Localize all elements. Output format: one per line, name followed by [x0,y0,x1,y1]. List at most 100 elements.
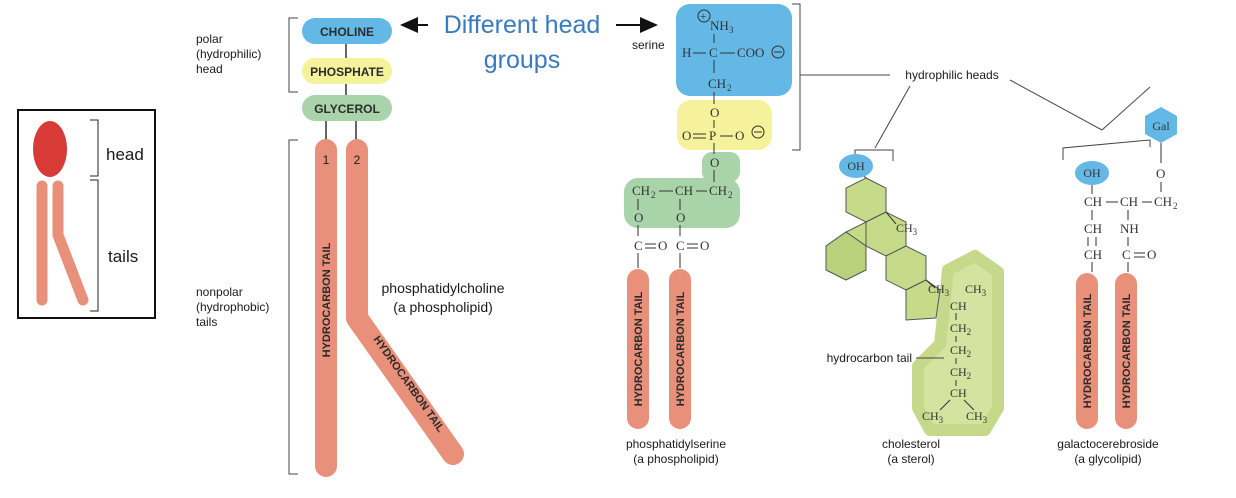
svg-text:C: C [709,45,718,60]
pc-tail-1-label: HYDROCARBON TAIL [321,242,333,357]
svg-text:CH: CH [950,299,967,313]
svg-text:CH2: CH2 [950,343,971,359]
svg-text:CH: CH [1120,194,1138,209]
gal-hexagon [1145,107,1177,143]
different-head-groups-callout: Different head groups [400,11,658,74]
gal-oh: OH [1083,166,1101,180]
head-label: head [106,145,144,164]
gal-name: galactocerebroside [1057,437,1159,451]
svg-text:COO: COO [737,45,764,60]
svg-text:P: P [709,128,716,143]
svg-text:CH: CH [1154,194,1172,209]
svg-text:CH3: CH3 [928,282,950,298]
phosphate-pill [302,58,392,84]
svg-text:CH3: CH3 [966,409,988,425]
glycerol-label: GLYCEROL [314,102,380,116]
tails-label: tails [108,247,138,266]
phosphatidylserine-diagram: serine + NH 3 H C COO CH 2 O O P [624,4,792,466]
svg-text:CH2: CH2 [950,321,971,337]
glycerol-pill [302,95,392,121]
gal-tail-2-label: HYDROCARBON TAIL [1121,293,1133,408]
polar-head-label: polar (hydrophilic) head [196,32,265,76]
svg-text:+: + [700,11,706,23]
svg-text:CH2: CH2 [950,365,971,381]
svg-text:3: 3 [729,25,734,35]
svg-text:CH: CH [950,386,967,400]
svg-text:CH3: CH3 [896,221,918,237]
choline-label: CHOLINE [320,25,374,39]
phosphate-label: PHOSPHATE [310,65,384,79]
svg-text:CH: CH [632,183,650,198]
svg-text:CH: CH [1084,247,1102,262]
gal-subname: (a glycolipid) [1074,452,1141,466]
chol-subname: (a sterol) [887,452,934,466]
svg-text:C: C [634,238,643,253]
callout-line-1: Different head [444,11,601,39]
chol-tail-formula: CH3 CH3 CH CH2 CH2 CH2 CH CH3 CH3 [922,282,988,425]
svg-text:O: O [710,155,719,170]
tail-number-2: 2 [354,153,361,167]
svg-text:2: 2 [651,190,656,200]
ps-name: phosphatidylserine [626,437,726,451]
svg-text:CH3: CH3 [965,282,987,298]
gal-label: Gal [1152,119,1170,133]
pc-tail-2 [346,139,464,465]
svg-text:NH: NH [710,18,729,33]
head-bracket [90,119,99,177]
polar-bracket [288,17,298,93]
svg-text:CH: CH [708,76,726,91]
cholesterol-diagram: OH CH3 CH3 CH3 CH CH2 CH2 CH2 CH CH3 CH3… [825,154,1004,466]
serine-label: serine [632,38,665,52]
chol-tail-region [912,250,1004,436]
cartoon-head [33,121,67,177]
svg-text:O: O [1147,247,1156,262]
pc-name: phosphatidylcholine [382,280,505,296]
svg-text:O: O [700,238,709,253]
hydrophilic-heads-label: hydrophilic heads [905,68,998,82]
svg-text:H: H [682,45,691,60]
tails-bracket [90,179,99,312]
svg-text:O: O [634,210,643,225]
svg-text:CH: CH [1084,194,1102,209]
svg-text:O: O [676,210,685,225]
svg-text:O: O [658,238,667,253]
lipid-cartoon: head tails [17,109,156,319]
tail-number-1: 1 [323,153,330,167]
svg-text:O: O [735,128,744,143]
svg-text:CH3: CH3 [922,409,944,425]
svg-text:C: C [1122,247,1131,262]
svg-text:O: O [1156,166,1165,181]
phosphatidylcholine-diagram: polar (hydrophilic) head nonpolar (hydro… [196,17,505,477]
chol-oh-bubble [839,154,873,178]
serine-head [676,4,792,96]
svg-text:NH: NH [1120,221,1139,236]
galactocerebroside-diagram: Gal OH O CH CH CH 2 CH CH NH C O [1057,107,1178,466]
choline-pill [302,18,392,44]
svg-text:CH: CH [709,183,727,198]
svg-text:O: O [682,128,691,143]
gal-formula: O CH CH CH 2 CH CH NH C O [1084,143,1178,272]
svg-text:2: 2 [1173,201,1178,211]
svg-text:CH: CH [675,183,693,198]
ps-tail-2-label: HYDROCARBON TAIL [675,291,687,406]
svg-text:2: 2 [728,190,733,200]
svg-text:O: O [710,105,719,120]
serine-formula: + NH 3 H C COO CH 2 O O P O O C [632,9,785,268]
pc-subname: (a phospholipid) [393,299,493,315]
chol-oh: OH [847,159,865,173]
gal-tail-1-label: HYDROCARBON TAIL [1082,293,1094,408]
ps-glycerol [624,178,740,228]
svg-text:CH: CH [1084,221,1102,236]
svg-text:C: C [676,238,685,253]
gal-oh-bubble [1075,161,1109,185]
cartoon-tail-2 [52,180,89,306]
svg-text:2: 2 [727,83,732,93]
ps-head-bracket [792,3,801,151]
ps-tail-1-label: HYDROCARBON TAIL [633,291,645,406]
chol-tail-label: hydrocarbon tail [827,351,912,365]
callout-line-2: groups [484,46,560,74]
hydrophilic-heads-annotation: hydrophilic heads [792,3,1151,161]
pc-tail-2-label: HYDROCARBON TAIL [370,334,446,435]
gal-head-bracket [1062,139,1151,160]
